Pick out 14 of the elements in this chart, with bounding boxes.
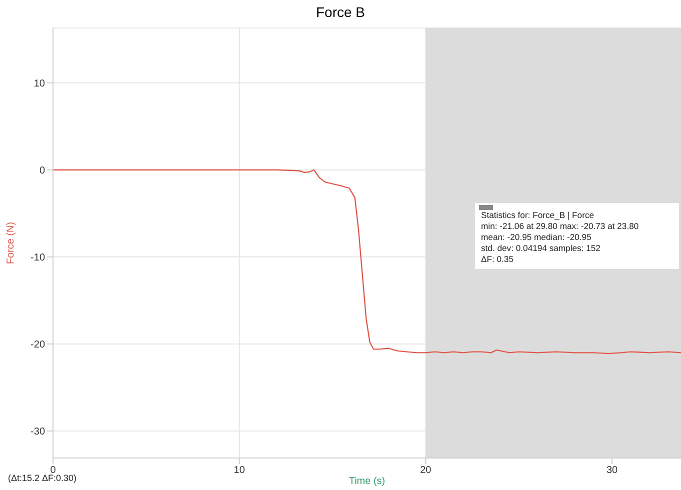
x-tick-label: 20 [420, 465, 432, 476]
line-series [53, 169, 681, 354]
x-axis-title: Time (s) [348, 476, 386, 487]
y-tick-label: -10 [30, 252, 46, 264]
y-tick-label: 0 [39, 165, 46, 176]
x-tick-label: 10 [234, 465, 246, 476]
chart-title: Force B [314, 4, 366, 20]
y-tick-label: -30 [30, 426, 46, 438]
y-axis-title: Force (N) [6, 222, 17, 264]
text: (Δt:15.2 ΔF:0.30) [8, 473, 77, 483]
x-tick-label: 30 [606, 465, 618, 476]
y-tick-label: 10 [34, 78, 46, 90]
info-box: Statistics for: Force_B | Force min: -21.06 at 29.80 max: -20.73 at 23.80 mean: -20.95 median: -20.95 std. dev: 0.04194 samples: 152 ΔF: 0.35 [475, 203, 679, 269]
y-tick-label: -20 [30, 340, 46, 351]
